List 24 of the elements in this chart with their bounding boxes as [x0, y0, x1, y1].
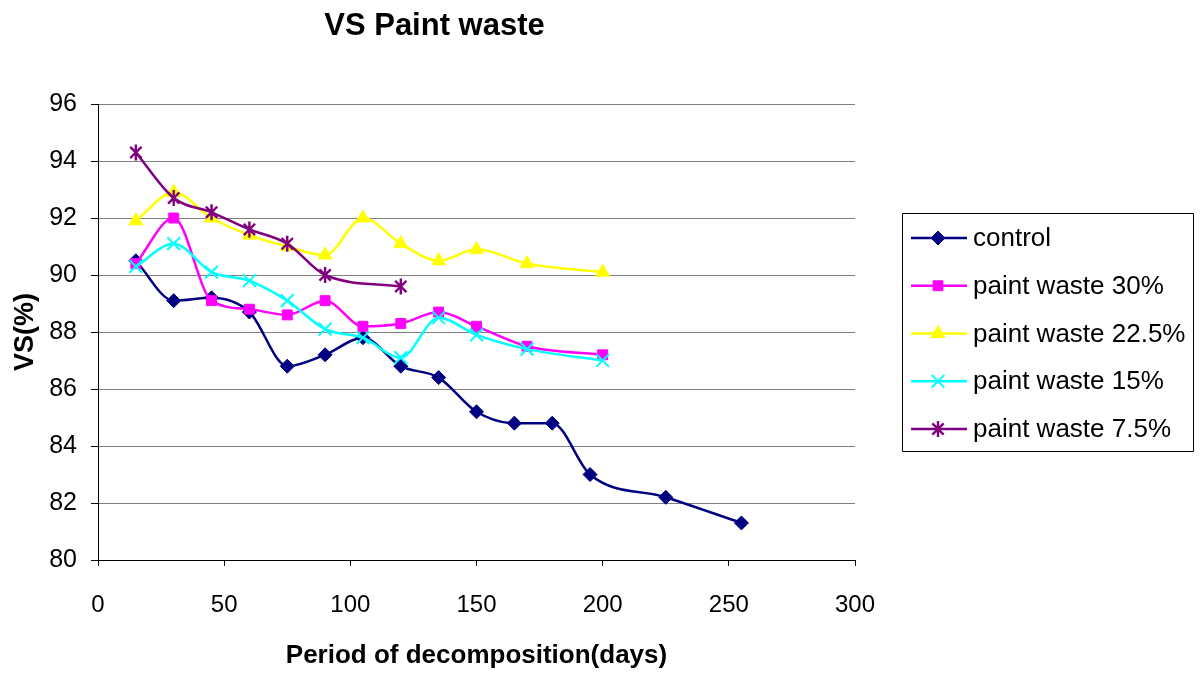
legend-label: paint waste 30%	[973, 269, 1164, 300]
x-tick-label: 0	[91, 590, 105, 618]
x-tick-label: 100	[330, 590, 371, 618]
x-axis-title: Period of decomposition(days)	[285, 638, 668, 669]
y-tick-label: 80	[49, 543, 77, 572]
y-tick-label: 94	[49, 144, 78, 173]
x-tick-label: 300	[834, 590, 876, 618]
y-tick-label: 86	[49, 372, 77, 401]
y-tick-label: 84	[49, 429, 78, 458]
x-tick-label: 50	[210, 590, 238, 618]
x-tick-label: 250	[708, 590, 749, 618]
legend-label: paint waste 15%	[973, 365, 1164, 396]
y-axis-title: VS(%)	[8, 292, 39, 372]
x-tick-label: 200	[582, 590, 623, 618]
legend-label: paint waste 7.5%	[973, 413, 1172, 444]
y-tick-label: 90	[49, 258, 77, 287]
y-tick-label: 82	[49, 486, 77, 515]
chart-title: VS Paint waste	[324, 6, 545, 42]
legend-label: paint waste 22.5%	[973, 317, 1186, 348]
x-tick-label: 150	[456, 590, 497, 618]
y-tick-label: 92	[49, 201, 77, 230]
legend-label: control	[973, 222, 1052, 253]
y-tick-label: 96	[49, 87, 77, 116]
y-tick-label: 88	[49, 315, 77, 344]
